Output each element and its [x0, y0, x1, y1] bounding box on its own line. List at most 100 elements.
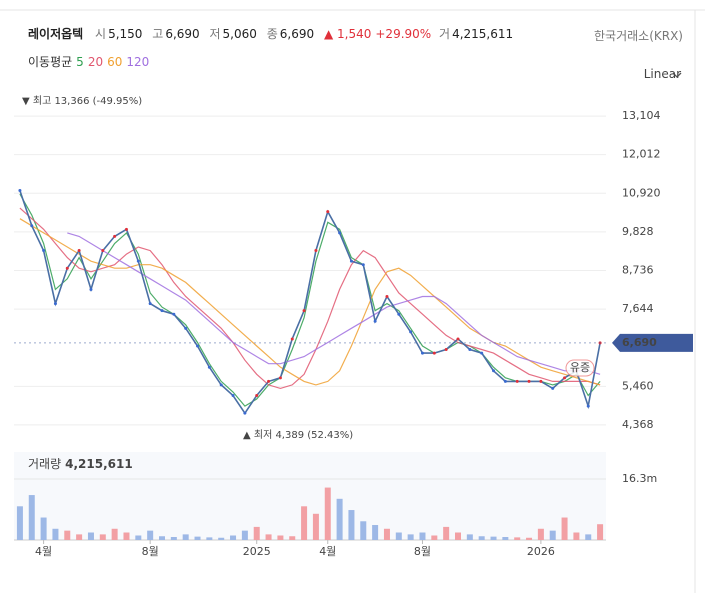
- volume-bar: [431, 535, 438, 540]
- volume-bar: [40, 517, 47, 540]
- open-label: 시: [95, 27, 107, 41]
- volume-bar: [526, 537, 533, 540]
- volume-bar: [28, 495, 35, 540]
- low: 5,060: [222, 27, 257, 41]
- price-point: [290, 337, 294, 341]
- volume-bar: [194, 536, 201, 540]
- volume-bar: [218, 537, 225, 540]
- price-point: [267, 379, 271, 383]
- volume-bar: [585, 534, 592, 540]
- volume-bar: [573, 532, 580, 540]
- price-point: [385, 295, 389, 299]
- volume-bar: [170, 537, 177, 540]
- ma-line: [19, 218, 601, 386]
- price-point: [361, 263, 365, 267]
- high-label: 고: [152, 27, 164, 41]
- ma-line: [67, 232, 601, 375]
- y-tick-label: 8,736: [622, 263, 654, 276]
- volume-bar: [241, 530, 248, 540]
- price-point: [65, 266, 69, 270]
- price-point: [444, 348, 448, 352]
- current-price-tag: [612, 333, 693, 352]
- low-label: 저: [209, 27, 221, 41]
- price-point: [397, 312, 401, 316]
- price-point: [207, 365, 211, 369]
- price-point: [539, 379, 543, 383]
- volume-bar: [182, 534, 189, 540]
- price-point: [18, 188, 22, 192]
- price-point: [586, 404, 590, 408]
- volume-bar: [111, 528, 118, 540]
- volume-bar: [348, 510, 355, 540]
- price-point: [338, 231, 342, 235]
- price-point: [30, 224, 34, 228]
- price-point: [101, 249, 105, 253]
- ma-legend-item: 5: [76, 55, 84, 69]
- scale-label[interactable]: Linear: [643, 67, 681, 81]
- volume-bar: [383, 528, 390, 540]
- x-tick-label: 2026: [527, 545, 555, 558]
- price-point: [243, 411, 247, 415]
- exchange: 한국거래소(KRX): [594, 29, 683, 43]
- ma-legend-item: 60: [107, 55, 123, 69]
- volume-bar: [253, 526, 260, 540]
- y-tick-label: 12,012: [622, 148, 661, 161]
- min-annotation: ▲ 최저 4,389 (52.43%): [243, 429, 353, 441]
- price-point: [231, 394, 235, 398]
- price-point: [172, 312, 176, 316]
- badge-bg: [565, 359, 595, 377]
- price-point: [420, 351, 424, 355]
- price-point: [480, 351, 484, 355]
- price-point: [432, 351, 436, 355]
- price-point: [53, 302, 57, 306]
- volume-title: 거래량 4,215,611: [28, 457, 133, 471]
- y-tick-label: 7,644: [622, 302, 654, 315]
- price-point: [314, 249, 318, 253]
- volume-bar: [561, 517, 568, 540]
- price-point: [503, 379, 507, 383]
- quote-header: 레이저옵텍 시 5,150 고 6,690 저 5,060 종 6,690 ▲ 1,54…: [28, 25, 519, 42]
- volume-panel: [14, 452, 606, 540]
- close: 6,690: [279, 27, 315, 41]
- price-point: [278, 376, 282, 380]
- badge: 유증: [570, 361, 590, 374]
- y-tick-label: 13,104: [622, 109, 661, 122]
- price-point: [373, 319, 377, 323]
- x-tick-label: 4월: [35, 545, 52, 558]
- price-point: [160, 309, 164, 313]
- price-point: [219, 383, 223, 387]
- y-tick-label: 10,920: [622, 186, 661, 199]
- volume-bar: [159, 536, 165, 540]
- volume-bar: [135, 535, 142, 540]
- volume-bar: [407, 534, 414, 540]
- price-point: [77, 249, 81, 253]
- volume-bar: [336, 498, 343, 540]
- volume-bar: [395, 532, 402, 540]
- price-point: [349, 259, 353, 263]
- price-line: [19, 190, 601, 415]
- volume-bar: [537, 528, 544, 540]
- price-point: [113, 234, 117, 238]
- scale-select[interactable]: Linear: [644, 67, 681, 81]
- volume-bar: [206, 537, 213, 540]
- volume-bar: [324, 487, 331, 540]
- x-tick-label: 8월: [414, 545, 431, 558]
- price-point: [468, 348, 472, 352]
- ma-legend: 이동평균 5 20 60 120: [28, 53, 153, 70]
- price-point: [563, 376, 567, 380]
- price-point: [409, 330, 413, 334]
- volume-bar: [455, 532, 461, 540]
- price-point: [492, 369, 496, 373]
- price-point: [255, 394, 259, 398]
- volume-bar: [64, 530, 71, 540]
- y-tick-label: 5,460: [622, 379, 654, 392]
- volume-bar: [360, 521, 367, 540]
- volume-bar: [549, 530, 556, 540]
- ma-line: [19, 207, 601, 390]
- x-tick-label: 8월: [142, 545, 159, 558]
- volume-bar: [597, 524, 604, 540]
- volume-bar: [466, 534, 473, 540]
- volume-bar: [419, 532, 426, 540]
